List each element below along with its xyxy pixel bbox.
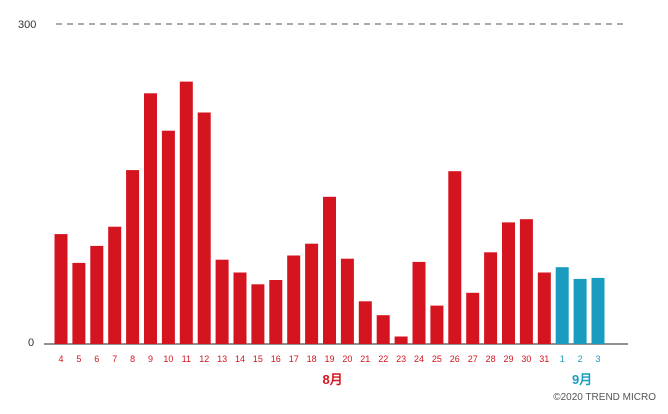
bar-aug-19	[323, 196, 336, 344]
bar-aug-20	[340, 258, 354, 344]
bar-aug-28	[484, 252, 498, 344]
bar-aug-8	[126, 170, 140, 344]
month-label-august: 8月	[322, 372, 342, 387]
bar-aug-4	[54, 234, 68, 344]
bar-aug-29	[502, 222, 515, 344]
bar-aug-18	[305, 243, 319, 344]
bar-aug-17	[287, 255, 301, 344]
x-tick-aug-7: 7	[112, 354, 117, 364]
bar-aug-7	[108, 226, 122, 344]
x-tick-aug-17: 17	[289, 354, 299, 364]
bar-aug-31	[537, 272, 551, 344]
x-tick-aug-29: 29	[503, 354, 513, 364]
x-tick-aug-6: 6	[94, 354, 99, 364]
bar-sep-2	[573, 278, 587, 344]
x-tick-labels: 4 5 6 7 8 9 10 11 12 13 14 15 16 17 18 19 20 21 22 23 24 25 26…	[58, 354, 600, 364]
y-tick-0: 0	[28, 337, 34, 349]
y-tick-300: 300	[18, 19, 36, 31]
bar-aug-16	[269, 280, 283, 344]
bar-aug-9	[144, 93, 157, 344]
bar-aug-22	[376, 315, 390, 344]
x-tick-sep-1: 1	[560, 354, 565, 364]
bars-group	[54, 81, 605, 344]
bar-aug-10	[161, 130, 175, 344]
x-tick-aug-20: 20	[342, 354, 352, 364]
bar-aug-5	[72, 262, 86, 344]
x-tick-aug-10: 10	[163, 354, 173, 364]
x-tick-aug-27: 27	[468, 354, 478, 364]
bar-aug-24	[412, 261, 426, 344]
bar-aug-21	[358, 301, 372, 344]
x-tick-aug-19: 19	[324, 354, 334, 364]
month-label-september: 9月	[572, 372, 592, 387]
x-tick-aug-11: 11	[182, 354, 191, 364]
x-tick-aug-4: 4	[58, 354, 63, 364]
bar-aug-14	[233, 272, 247, 344]
bar-aug-23	[394, 336, 408, 344]
bar-aug-25	[430, 305, 444, 344]
bar-sep-3	[591, 277, 605, 344]
x-tick-aug-26: 26	[450, 354, 460, 364]
x-tick-aug-14: 14	[235, 354, 245, 364]
bar-aug-13	[215, 259, 229, 344]
bar-aug-12	[197, 112, 211, 344]
x-tick-aug-8: 8	[130, 354, 135, 364]
x-tick-aug-12: 12	[199, 354, 209, 364]
x-tick-sep-2: 2	[578, 354, 583, 364]
x-tick-aug-5: 5	[76, 354, 81, 364]
x-tick-aug-13: 13	[217, 354, 227, 364]
bar-aug-15	[251, 284, 265, 344]
bar-sep-1	[555, 267, 569, 344]
x-tick-aug-23: 23	[396, 354, 406, 364]
x-tick-aug-25: 25	[432, 354, 442, 364]
x-tick-aug-16: 16	[271, 354, 281, 364]
x-tick-aug-22: 22	[378, 354, 388, 364]
x-tick-aug-30: 30	[521, 354, 531, 364]
x-tick-aug-21: 21	[360, 354, 370, 364]
bar-aug-11	[179, 81, 193, 344]
x-tick-aug-31: 31	[539, 354, 549, 364]
bar-aug-26	[448, 171, 462, 344]
x-tick-aug-15: 15	[253, 354, 263, 364]
copyright-credit: ©2020 TREND MICRO	[553, 392, 656, 403]
bar-aug-27	[466, 292, 480, 344]
x-tick-aug-28: 28	[486, 354, 496, 364]
x-tick-aug-24: 24	[414, 354, 424, 364]
x-tick-aug-18: 18	[307, 354, 317, 364]
x-tick-sep-3: 3	[595, 354, 600, 364]
x-tick-aug-9: 9	[148, 354, 153, 364]
bar-aug-6	[90, 245, 104, 344]
bar-aug-30	[519, 219, 533, 344]
